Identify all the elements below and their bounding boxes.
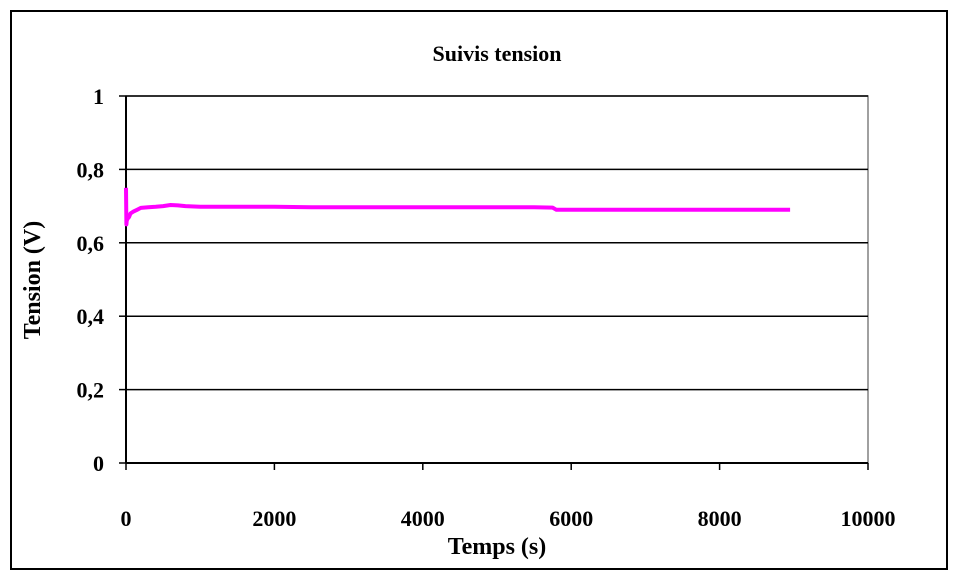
y-axis-label: Tension (V) xyxy=(20,221,46,339)
y-tick-label: 0 xyxy=(93,451,104,476)
series-group xyxy=(126,188,790,225)
x-tick-label: 0 xyxy=(121,506,132,531)
y-tick-label: 0,2 xyxy=(77,378,105,403)
y-tick-labels: 0 0,2 0,4 0,6 0,8 1 xyxy=(77,84,105,476)
x-tick-label: 2000 xyxy=(252,506,296,531)
gridlines xyxy=(126,96,868,463)
x-tick-labels: 0 2000 4000 6000 8000 10000 xyxy=(121,506,896,531)
x-tick-label: 8000 xyxy=(698,506,742,531)
x-tick-label: 4000 xyxy=(401,506,445,531)
y-tick-label: 0,8 xyxy=(77,157,105,182)
y-tick-label: 0,6 xyxy=(77,231,105,256)
axes xyxy=(119,96,868,470)
x-tick-label: 6000 xyxy=(549,506,593,531)
y-tick-label: 1 xyxy=(93,84,104,109)
series-line xyxy=(126,188,790,225)
chart-title: Suivis tension xyxy=(433,41,562,66)
x-axis-label: Temps (s) xyxy=(448,534,546,560)
x-tick-label: 10000 xyxy=(841,506,896,531)
plot-area xyxy=(126,96,868,463)
y-tick-label: 0,4 xyxy=(77,304,105,329)
